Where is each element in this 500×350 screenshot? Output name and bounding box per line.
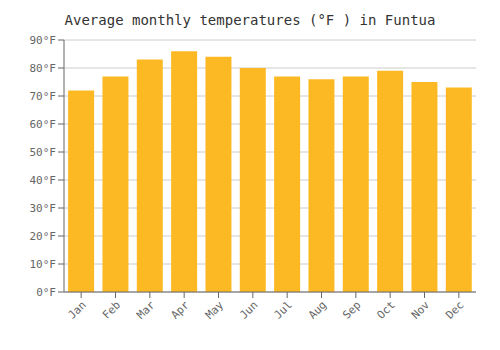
- svg-text:90°F: 90°F: [30, 34, 57, 47]
- svg-text:Jan: Jan: [66, 298, 89, 321]
- svg-text:Aug: Aug: [306, 298, 329, 321]
- svg-text:Dec: Dec: [443, 298, 466, 321]
- svg-text:80°F: 80°F: [30, 62, 57, 75]
- html-text:Average monthly temperatures (: Average monthly temperatures (°F ) in Fu…: [64, 12, 436, 28]
- svg-text:Jun: Jun: [237, 298, 260, 321]
- svg-text:Mar: Mar: [134, 298, 158, 322]
- svg-text:Apr: Apr: [169, 298, 193, 322]
- svg-text:10°F: 10°F: [30, 258, 57, 271]
- svg-text:Feb: Feb: [100, 298, 123, 321]
- svg-text:20°F: 20°F: [30, 230, 57, 243]
- svg-text:50°F: 50°F: [30, 146, 57, 159]
- svg-text:40°F: 40°F: [30, 174, 57, 187]
- svg-text:70°F: 70°F: [30, 90, 57, 103]
- svg-text:30°F: 30°F: [30, 202, 57, 215]
- svg-text:May: May: [203, 298, 227, 322]
- svg-text:Sep: Sep: [340, 298, 363, 321]
- svg-text:0°F: 0°F: [36, 286, 56, 299]
- svg-text:Jul: Jul: [272, 298, 295, 321]
- svg-text:Oct: Oct: [375, 298, 398, 321]
- svg-text:60°F: 60°F: [30, 118, 57, 131]
- svg-text:Nov: Nov: [409, 298, 433, 322]
